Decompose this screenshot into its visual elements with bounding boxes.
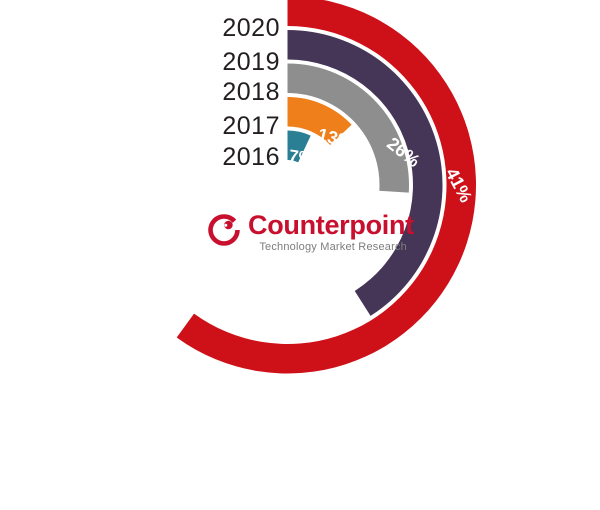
- year-label-2017: 2017: [222, 112, 280, 140]
- arc-group: [176, 0, 476, 374]
- year-label-2016: 2016: [222, 143, 280, 171]
- arc-segment-2017: [287, 97, 352, 145]
- arc-segment-2016: [287, 130, 311, 163]
- value-label-7pct: 7%: [287, 146, 315, 169]
- year-label-2020: 2020: [222, 14, 280, 42]
- counterpoint-swirl-mark-icon: [206, 212, 242, 248]
- arc-segment-2018: [287, 63, 409, 193]
- year-label-2019: 2019: [222, 48, 280, 76]
- logo-text-block: Counterpoint Technology Market Research: [248, 210, 414, 254]
- logo-tagline: Technology Market Research: [259, 241, 407, 253]
- logo-wordmark: Counterpoint: [248, 210, 414, 240]
- arc-segment-2020: [176, 0, 476, 374]
- counterpoint-logo: Counterpoint Technology Market Research: [206, 210, 414, 262]
- year-label-2018: 2018: [222, 78, 280, 106]
- arc-segment-2019: [287, 30, 443, 316]
